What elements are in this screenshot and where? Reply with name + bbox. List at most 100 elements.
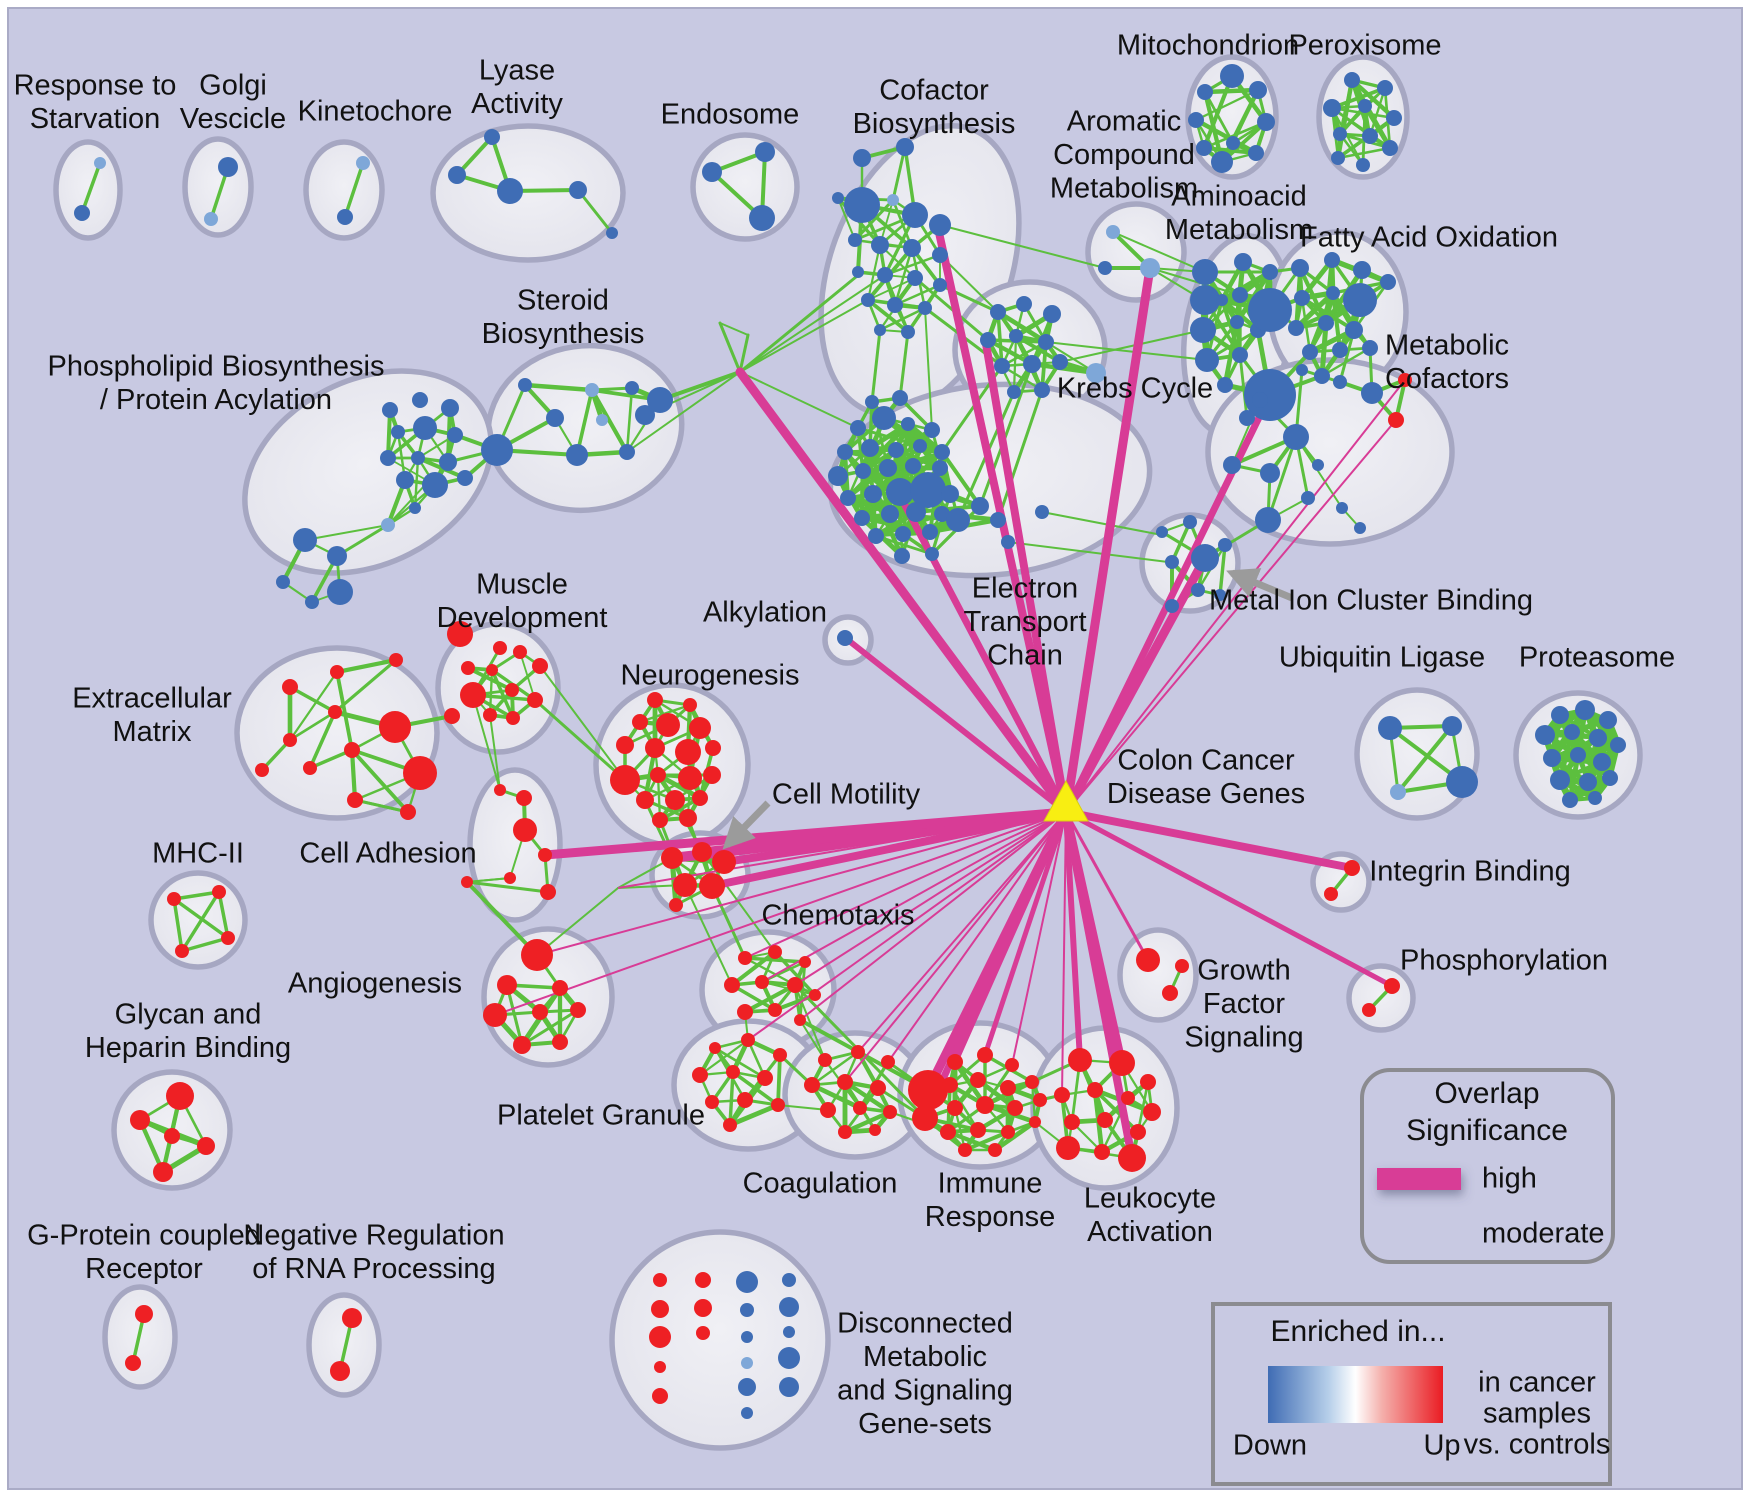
gene-set-node-cell-adhesion[interactable] bbox=[538, 848, 552, 862]
gene-set-node-disconnected-gene-sets[interactable] bbox=[779, 1297, 799, 1317]
gene-set-node-extracellular-matrix[interactable] bbox=[282, 679, 298, 695]
gene-set-node-chemotaxis[interactable] bbox=[768, 945, 782, 959]
gene-set-node-neurogenesis[interactable] bbox=[683, 698, 697, 712]
gene-set-node-aminoacid-metabolism[interactable] bbox=[1190, 317, 1216, 343]
gene-set-node-metal-ion-cluster-binding[interactable] bbox=[1165, 555, 1179, 569]
gene-set-node-steroid-biosynthesis[interactable] bbox=[635, 405, 655, 425]
gene-set-node-aminoacid-metabolism[interactable] bbox=[1262, 264, 1278, 280]
gene-set-node-angiogenesis[interactable] bbox=[513, 1036, 531, 1054]
gene-set-node-cofactor-biosynthesis[interactable] bbox=[853, 149, 871, 167]
gene-set-node-chemotaxis[interactable] bbox=[799, 956, 811, 968]
gene-set-node-krebs-cycle[interactable] bbox=[1034, 382, 1050, 398]
gene-set-node-muscle-development[interactable] bbox=[493, 641, 507, 655]
gene-set-node-coagulation[interactable] bbox=[881, 1055, 895, 1069]
gene-set-node-neurogenesis[interactable] bbox=[650, 767, 666, 783]
gene-set-node-muscle-development[interactable] bbox=[527, 692, 543, 708]
gene-set-node-cofactor-biosynthesis[interactable] bbox=[832, 192, 844, 204]
gene-set-node-immune-response[interactable] bbox=[970, 1122, 986, 1138]
gene-set-node-coagulation[interactable] bbox=[804, 1077, 820, 1093]
gene-set-node-fatty-acid-oxidation[interactable] bbox=[1324, 252, 1340, 268]
gene-set-node-krebs-cycle[interactable] bbox=[994, 358, 1010, 374]
gene-set-node-chemotaxis[interactable] bbox=[768, 1003, 782, 1017]
gene-set-node-glycan-heparin-binding[interactable] bbox=[164, 1128, 180, 1144]
gene-set-node-glycan-heparin-binding[interactable] bbox=[197, 1137, 215, 1155]
gene-set-node-mitochondrion[interactable] bbox=[1226, 136, 1240, 150]
gene-set-node-leukocyte-activation[interactable] bbox=[1140, 1074, 1156, 1090]
gene-set-node-krebs-cycle[interactable] bbox=[990, 304, 1006, 320]
gene-set-node-metabolic-cofactors[interactable] bbox=[1312, 459, 1324, 471]
gene-set-node-cofactor-biosynthesis[interactable] bbox=[907, 270, 923, 286]
gene-set-node-angiogenesis[interactable] bbox=[483, 1003, 507, 1027]
gene-set-node-leukocyte-activation[interactable] bbox=[1087, 1082, 1103, 1098]
gene-set-node-mitochondrion[interactable] bbox=[1211, 151, 1233, 173]
gene-set-node-endosome[interactable] bbox=[749, 205, 775, 231]
gene-set-node-fatty-acid-oxidation[interactable] bbox=[1326, 286, 1340, 300]
gene-set-node-steroid-biosynthesis[interactable] bbox=[566, 444, 588, 466]
gene-set-node-extracellular-matrix[interactable] bbox=[444, 708, 460, 724]
gene-set-node-extracellular-matrix[interactable] bbox=[403, 756, 437, 790]
gene-set-node-peroxisome[interactable] bbox=[1386, 110, 1402, 126]
gene-set-node-krebs-cycle[interactable] bbox=[1052, 354, 1068, 370]
gene-set-node-phospholipid-biosynthesis[interactable] bbox=[327, 579, 353, 605]
gene-set-node-phosphorylation[interactable] bbox=[1384, 978, 1400, 994]
gene-set-node-immune-response[interactable] bbox=[977, 1047, 993, 1063]
gene-set-node-electron-transport-chain[interactable] bbox=[895, 526, 911, 542]
gene-set-node-electron-transport-chain[interactable] bbox=[881, 505, 899, 523]
gene-set-node-proteasome[interactable] bbox=[1564, 724, 1580, 740]
gene-set-node-cofactor-biosynthesis[interactable] bbox=[877, 267, 893, 283]
gene-set-node-proteasome[interactable] bbox=[1543, 749, 1561, 767]
gene-set-node-disconnected-gene-sets[interactable] bbox=[778, 1347, 800, 1369]
gene-set-node-phospholipid-biosynthesis[interactable] bbox=[391, 425, 405, 439]
gene-set-node-phospholipid-biosynthesis[interactable] bbox=[422, 472, 448, 498]
gene-set-node-steroid-biosynthesis[interactable] bbox=[625, 381, 639, 395]
gene-set-node-phospholipid-biosynthesis[interactable] bbox=[441, 399, 459, 417]
gene-set-node-cofactor-biosynthesis[interactable] bbox=[932, 247, 948, 263]
gene-set-node-krebs-cycle[interactable] bbox=[1086, 363, 1106, 383]
gene-set-node-coagulation[interactable] bbox=[851, 1045, 865, 1059]
gene-set-node-ubiquitin-ligase[interactable] bbox=[1378, 716, 1402, 740]
gene-set-node-electron-transport-chain[interactable] bbox=[906, 502, 926, 522]
gene-set-node-cell-adhesion[interactable] bbox=[461, 876, 473, 888]
gene-set-node-neurogenesis[interactable] bbox=[679, 809, 697, 827]
gene-set-node-disconnected-gene-sets[interactable] bbox=[779, 1377, 799, 1397]
gene-set-node-peroxisome[interactable] bbox=[1323, 99, 1341, 117]
gene-set-node-fatty-acid-oxidation[interactable] bbox=[1343, 283, 1377, 317]
gene-set-node-immune-response[interactable] bbox=[947, 1054, 963, 1070]
gene-set-node-mhc-ii[interactable] bbox=[212, 885, 226, 899]
gene-set-node-chemotaxis[interactable] bbox=[809, 989, 821, 1001]
gene-set-node-cofactor-biosynthesis[interactable] bbox=[896, 138, 914, 156]
gene-set-node-metabolic-cofactors[interactable] bbox=[1336, 502, 1348, 514]
gene-set-node-cofactor-biosynthesis[interactable] bbox=[902, 202, 928, 228]
gene-set-node-phospholipid-biosynthesis[interactable] bbox=[293, 528, 317, 552]
gene-set-node-growth-factor-signaling[interactable] bbox=[1175, 959, 1189, 973]
gene-set-node-aminoacid-metabolism[interactable] bbox=[1232, 347, 1248, 363]
gene-set-node-immune-response[interactable] bbox=[1007, 1100, 1023, 1116]
gene-set-node-fatty-acid-oxidation[interactable] bbox=[1314, 368, 1330, 384]
gene-set-node-disconnected-gene-sets[interactable] bbox=[741, 1331, 753, 1343]
gene-set-node-metabolic-cofactors[interactable] bbox=[1283, 424, 1309, 450]
gene-set-node-disconnected-gene-sets[interactable] bbox=[738, 1378, 756, 1396]
gene-set-node-proteasome[interactable] bbox=[1535, 725, 1555, 745]
gene-set-node-metal-ion-cluster-binding[interactable] bbox=[1191, 583, 1205, 597]
gene-set-node-cell-adhesion[interactable] bbox=[513, 818, 537, 842]
gene-set-node-platelet-granule[interactable] bbox=[771, 1098, 785, 1112]
gene-set-node-leukocyte-activation[interactable] bbox=[1143, 1103, 1161, 1121]
gene-set-node-aminoacid-metabolism[interactable] bbox=[1216, 294, 1228, 306]
gene-set-node-extracellular-matrix[interactable] bbox=[447, 621, 473, 647]
gene-set-node-fatty-acid-oxidation[interactable] bbox=[1345, 321, 1363, 339]
gene-set-node-krebs-cycle[interactable] bbox=[1023, 355, 1041, 373]
gene-set-node-phospholipid-biosynthesis[interactable] bbox=[413, 416, 437, 440]
gene-set-node-steroid-biosynthesis[interactable] bbox=[518, 378, 532, 392]
gene-set-node-neurogenesis[interactable] bbox=[675, 739, 701, 765]
gene-set-node-disconnected-gene-sets[interactable] bbox=[652, 1388, 668, 1404]
gene-set-node-fatty-acid-oxidation[interactable] bbox=[1380, 274, 1396, 290]
gene-set-node-steroid-biosynthesis[interactable] bbox=[585, 383, 599, 397]
gene-set-node-extracellular-matrix[interactable] bbox=[303, 761, 317, 775]
gene-set-node-neurogenesis[interactable] bbox=[703, 766, 721, 784]
gene-set-node-krebs-cycle[interactable] bbox=[1009, 329, 1023, 343]
gene-set-node-angiogenesis[interactable] bbox=[521, 939, 553, 971]
gene-set-node-aminoacid-metabolism[interactable] bbox=[1190, 285, 1220, 315]
gene-set-node-coagulation[interactable] bbox=[869, 1124, 881, 1136]
gene-set-node-kinetochore[interactable] bbox=[356, 156, 370, 170]
gene-set-node-electron-transport-chain[interactable] bbox=[1001, 535, 1015, 549]
